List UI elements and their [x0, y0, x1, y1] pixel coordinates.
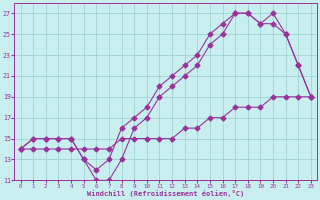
X-axis label: Windchill (Refroidissement éolien,°C): Windchill (Refroidissement éolien,°C) [87, 190, 244, 197]
